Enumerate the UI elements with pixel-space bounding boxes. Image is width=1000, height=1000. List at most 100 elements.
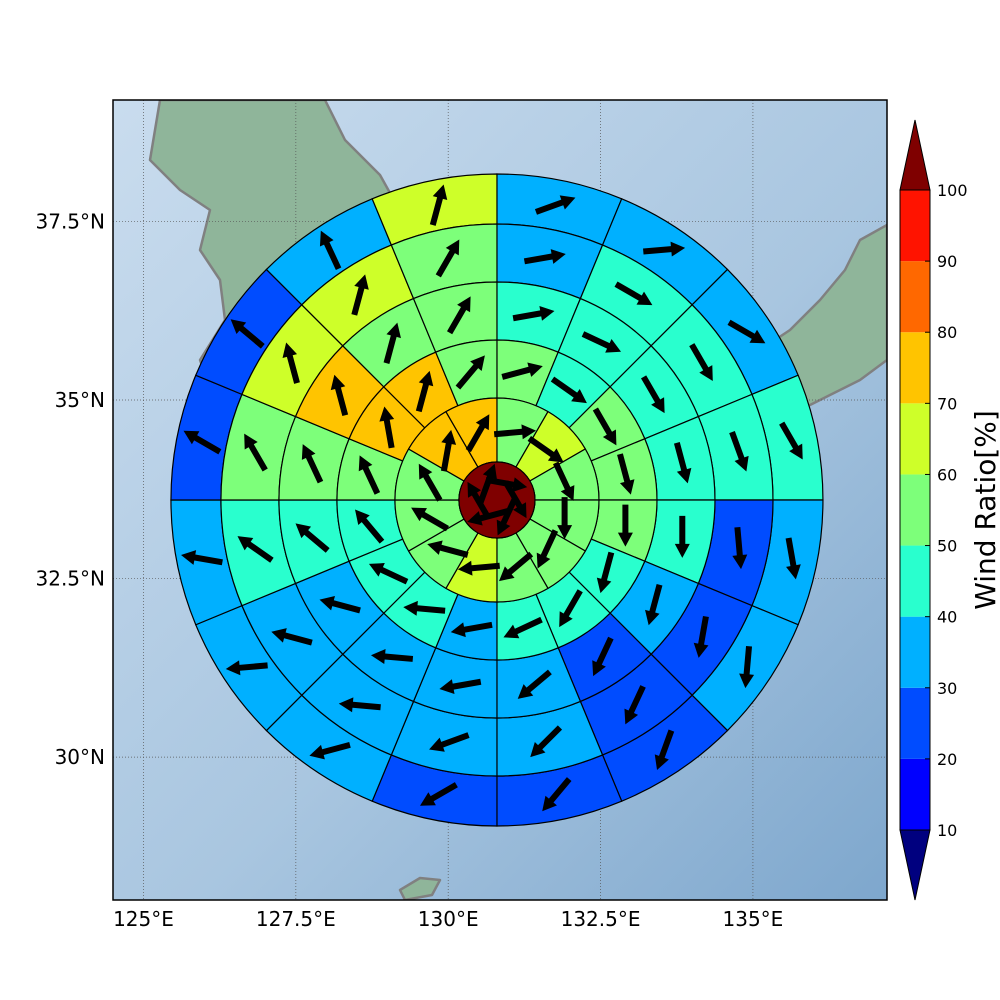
wind-arrow — [581, 331, 622, 353]
wind-arrow — [282, 342, 300, 384]
wind-arrow — [739, 646, 755, 689]
colorbar-bin — [900, 758, 930, 830]
colorbar-frame — [899, 189, 931, 831]
colorbar-tick-label: 70 — [937, 394, 957, 413]
wind-arrow — [496, 496, 519, 536]
wind-arrow — [301, 444, 324, 484]
wind-arrow — [499, 551, 534, 582]
wind-arrow — [450, 621, 493, 638]
wind-arrow — [319, 595, 361, 614]
colorbar-tick-label: 40 — [937, 608, 957, 627]
wind-arrow — [358, 455, 381, 495]
wind-arrow — [403, 600, 446, 616]
map-frame — [112, 99, 888, 901]
wind-arrow — [439, 678, 482, 695]
longitude-tick-label: 132.5°E — [561, 907, 641, 931]
wind-arrow — [477, 463, 497, 505]
wind-arrow — [330, 374, 349, 417]
wind-arrow — [550, 376, 587, 404]
wind-arrow — [689, 343, 713, 381]
longitude-tick-labels: 125°E 127.5°E 130°E 132.5°E 135°E — [113, 907, 783, 931]
wind-arrow — [355, 509, 385, 544]
wind-arrow — [429, 184, 448, 226]
wind-arrow — [727, 319, 766, 344]
wind-arrow — [418, 463, 443, 502]
wind-arrow — [530, 725, 563, 758]
wind-arrow — [244, 433, 268, 472]
wind-arrow — [641, 375, 665, 414]
wind-arrow — [617, 504, 633, 547]
wind-arrow — [559, 589, 583, 628]
colorbar-bin — [900, 545, 930, 617]
wind-arrow — [338, 697, 381, 713]
colorbar-bin — [900, 261, 930, 333]
longitude-tick-label: 127.5°E — [256, 907, 336, 931]
wind-arrow — [271, 628, 313, 646]
map-area — [113, 100, 887, 900]
wind-arrow — [693, 615, 709, 658]
wind-arrow — [427, 540, 469, 558]
wind-arrow — [553, 461, 575, 501]
wind-arrow — [592, 407, 617, 446]
wind-arrow — [309, 741, 351, 760]
colorbar-tick-label: 60 — [937, 465, 957, 484]
wind-arrow — [230, 319, 265, 349]
longitude-tick-label: 135°E — [723, 907, 784, 931]
colorbar-bin — [900, 687, 930, 759]
wind-arrow — [624, 685, 646, 725]
wind-arrow — [370, 649, 414, 664]
wind-arrow — [645, 583, 663, 626]
wind-arrow — [465, 414, 490, 453]
wind-arrow — [596, 551, 615, 594]
colorbar-tick-label: 90 — [937, 252, 957, 271]
south-island-shape — [398, 876, 442, 900]
wind-arrow — [732, 527, 748, 570]
wind-arrow — [457, 560, 500, 576]
wind-arrow — [379, 406, 395, 449]
colorbar-tick-label: 50 — [937, 537, 957, 556]
colorbar-bin — [900, 616, 930, 688]
colorbar-bin — [900, 403, 930, 475]
wind-arrow — [383, 322, 401, 364]
wind-arrow — [512, 305, 555, 322]
latitude-tick-labels: 37.5°N 35°N 32.5°N 30°N — [36, 209, 106, 769]
wind-arrows — [181, 184, 803, 812]
colorbar-over-triangle — [899, 119, 931, 191]
wind-arrow — [729, 431, 749, 472]
latitude-tick-label: 30°N — [55, 745, 105, 769]
colorbar-bin — [900, 332, 930, 404]
wind-arrow — [785, 537, 801, 580]
wind-arrow — [654, 729, 675, 771]
wind-arrow — [779, 421, 803, 460]
center-cell — [458, 461, 536, 539]
colorbar-tick-label: 30 — [937, 679, 957, 698]
wind-arrow — [368, 563, 409, 585]
wind-arrow — [237, 536, 274, 563]
latitude-tick-label: 32.5°N — [36, 567, 106, 591]
colorbar-bin — [900, 190, 930, 262]
colorbar-tick-label: 10 — [937, 821, 957, 840]
wind-arrow — [447, 296, 471, 335]
latitude-tick-label: 35°N — [55, 388, 105, 412]
wind-arrow — [643, 241, 686, 257]
colorbar-under-triangle — [899, 829, 931, 901]
wind-arrow — [501, 362, 543, 380]
wind-arrow — [411, 507, 449, 532]
wind-arrow — [295, 523, 330, 553]
wind-arrow — [614, 281, 653, 306]
wind-arrow — [592, 636, 614, 677]
wind-arrow — [534, 195, 576, 215]
wind-arrow — [183, 430, 222, 455]
latitude-tick-label: 37.5°N — [36, 209, 106, 233]
colorbar-bin — [900, 474, 930, 546]
wind-arrow — [517, 669, 552, 699]
wind-arrow — [536, 529, 559, 569]
wind-arrow — [455, 355, 485, 390]
wind-arrow — [542, 777, 572, 812]
wind-ratio-cells — [170, 173, 824, 827]
colorbar: 10 20 30 40 50 60 70 80 90 100 — [899, 119, 968, 901]
longitude-tick-label: 130°E — [418, 907, 479, 931]
longitude-tick-label: 125°E — [113, 907, 174, 931]
colorbar-tick-label: 20 — [937, 750, 957, 769]
